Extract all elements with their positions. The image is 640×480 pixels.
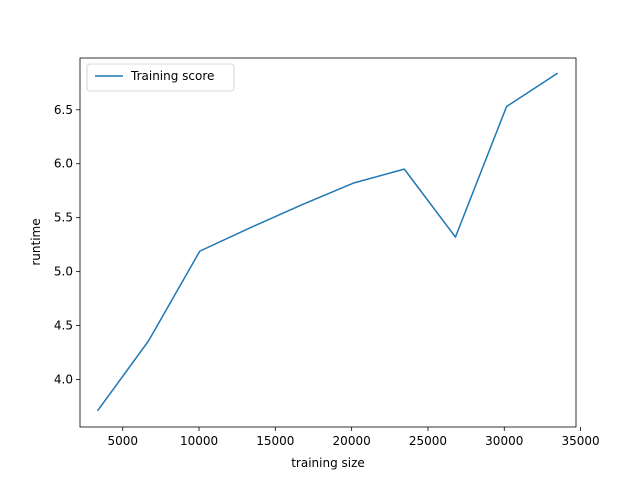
legend-box — [86, 63, 235, 92]
x-tick-label: 20000 — [333, 434, 371, 448]
series-layer — [96, 72, 559, 412]
x-tick-label: 25000 — [409, 434, 447, 448]
y-tick-label: 5.5 — [54, 211, 73, 225]
x-tick-label: 35000 — [561, 434, 599, 448]
y-axis-ticks: 4.0 4.5 5.0 5.5 6.0 6.5 — [54, 103, 80, 387]
y-tick-label: 4.0 — [54, 373, 73, 387]
x-tick-label: 15000 — [256, 434, 294, 448]
y-tick-label: 4.5 — [54, 319, 73, 333]
y-tick-label: 6.0 — [54, 157, 73, 171]
legend-entry-label: Training score — [130, 69, 214, 83]
plot-frame — [79, 57, 577, 428]
x-tick-label: 10000 — [180, 434, 218, 448]
legend: Training score — [86, 63, 235, 92]
x-tick-label: 5000 — [107, 434, 138, 448]
y-tick-label: 6.5 — [54, 103, 73, 117]
x-axis-ticks: 5000 10000 15000 20000 25000 30000 35000 — [107, 427, 600, 448]
series-line-training-score — [96, 72, 559, 412]
y-tick-label: 5.0 — [54, 265, 73, 279]
y-axis-label: runtime — [29, 218, 43, 265]
plot-area — [80, 58, 576, 427]
x-tick-label: 30000 — [485, 434, 523, 448]
x-axis-label: training size — [291, 456, 365, 470]
